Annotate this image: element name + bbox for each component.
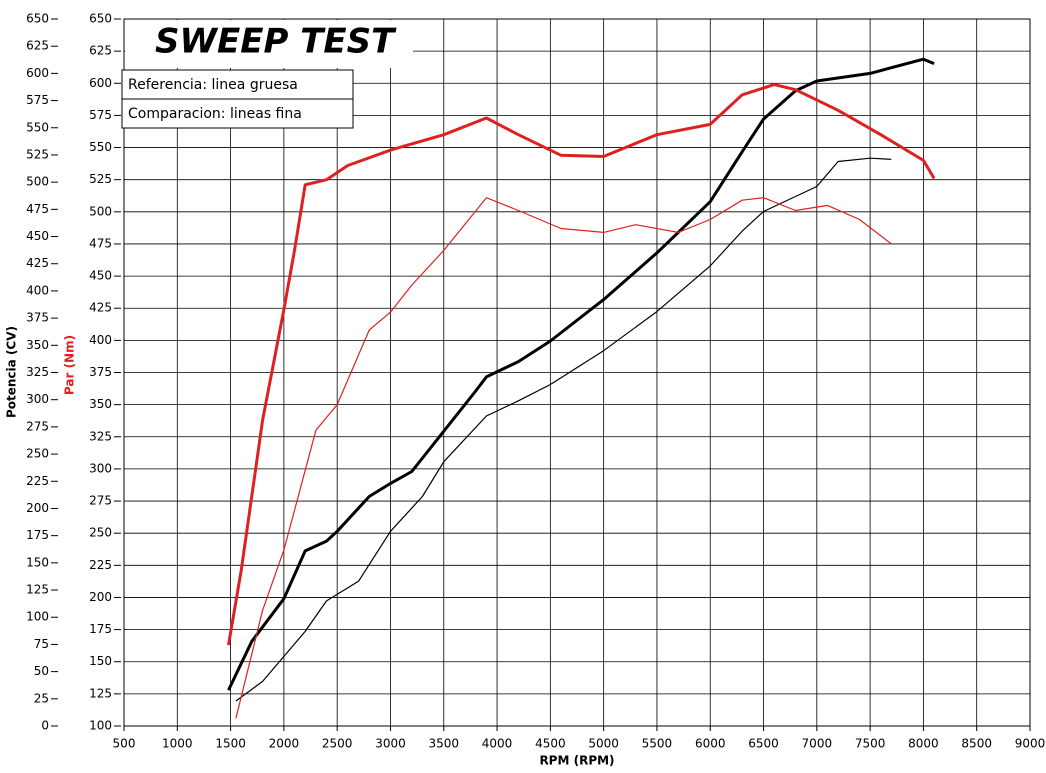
y2-tick-label: 325 [89,429,112,443]
y-tick-label: 625 [26,39,49,53]
chart-title: SWEEP TEST [155,22,397,62]
y-tick-label: 400 [26,283,49,297]
y-tick-label: 175 [26,528,49,542]
y2-tick-label: 450 [89,269,112,283]
y2-tick-label: 525 [89,172,112,186]
y-tick-label: 375 [26,311,49,325]
y-tick-label: 25 [34,691,49,705]
y2-tick-label: 600 [89,76,112,90]
y-tick-label: 125 [26,583,49,597]
y-tick-label: 575 [26,93,49,107]
y-tick-label: 225 [26,474,49,488]
y2-tick-label: 300 [89,461,112,475]
x-axis-label: RPM (RPM) [539,754,614,768]
y2-tick-label: 100 [89,719,112,733]
y-tick-label: 650 [26,12,49,26]
x-tick-label: 1500 [215,737,246,751]
y2-tick-label: 375 [89,365,112,379]
y2-tick-label: 125 [89,686,112,700]
x-tick-label: 5500 [642,737,673,751]
y-tick-label: 525 [26,147,49,161]
y-tick-label: 75 [34,637,49,651]
y-axis-label: Potencia (CV) [5,326,19,418]
y2-tick-label: 425 [89,301,112,315]
y2-tick-label: 500 [89,204,112,218]
x-tick-label: 8000 [908,737,939,751]
y-tick-label: 50 [34,664,49,678]
y-tick-label: 100 [26,610,49,624]
x-tick-label: 6500 [748,737,779,751]
data-line [235,157,892,702]
y2-tick-label: 250 [89,526,112,540]
title-bg [125,20,413,68]
x-tick-label: 2000 [269,737,300,751]
y2-tick-label: 400 [89,333,112,347]
x-tick-label: 8500 [961,737,992,751]
y-tick-label: 425 [26,256,49,270]
y-tick-label: 150 [26,555,49,569]
x-tick-label: 9000 [1015,737,1046,751]
data-line [227,83,936,646]
y-tick-label: 250 [26,447,49,461]
y2-tick-label: 225 [89,558,112,572]
y2-tick-label: 275 [89,494,112,508]
legend-note: Referencia: linea gruesa [128,77,298,93]
y2-tick-label: 650 [89,12,112,26]
x-tick-label: 7000 [802,737,833,751]
y2-tick-label: 350 [89,397,112,411]
x-tick-label: 500 [113,737,136,751]
legend-note: Comparacion: lineas fina [128,106,302,122]
y-tick-label: 275 [26,419,49,433]
y2-tick-label: 625 [89,44,112,58]
x-tick-label: 4000 [482,737,513,751]
y-tick-label: 450 [26,229,49,243]
x-tick-label: 2500 [322,737,353,751]
plot-border [123,18,1031,727]
y2-tick-label: 475 [89,236,112,250]
y-tick-label: 600 [26,66,49,80]
y-tick-label: 550 [26,120,49,134]
y2-tick-label: 575 [89,108,112,122]
legend-box [121,98,354,129]
y-tick-label: 475 [26,202,49,216]
y-tick-label: 325 [26,365,49,379]
x-tick-label: 7500 [855,737,886,751]
y2-tick-label: 200 [89,590,112,604]
y-tick-label: 0 [41,719,49,733]
y2-tick-label: 175 [89,622,112,636]
y-tick-label: 300 [26,392,49,406]
x-tick-label: 3000 [375,737,406,751]
y-tick-label: 500 [26,175,49,189]
y2-tick-label: 550 [89,140,112,154]
x-tick-label: 4500 [535,737,566,751]
legend-box [121,69,354,100]
y2-axis-label: Par (Nm) [63,335,77,395]
data-line [235,197,892,719]
x-tick-label: 3500 [428,737,459,751]
y2-tick-label: 150 [89,654,112,668]
y-tick-label: 350 [26,338,49,352]
x-tick-label: 5000 [588,737,619,751]
data-line [227,57,935,691]
x-tick-label: 6000 [695,737,726,751]
y-tick-label: 200 [26,501,49,515]
x-tick-label: 1000 [162,737,193,751]
